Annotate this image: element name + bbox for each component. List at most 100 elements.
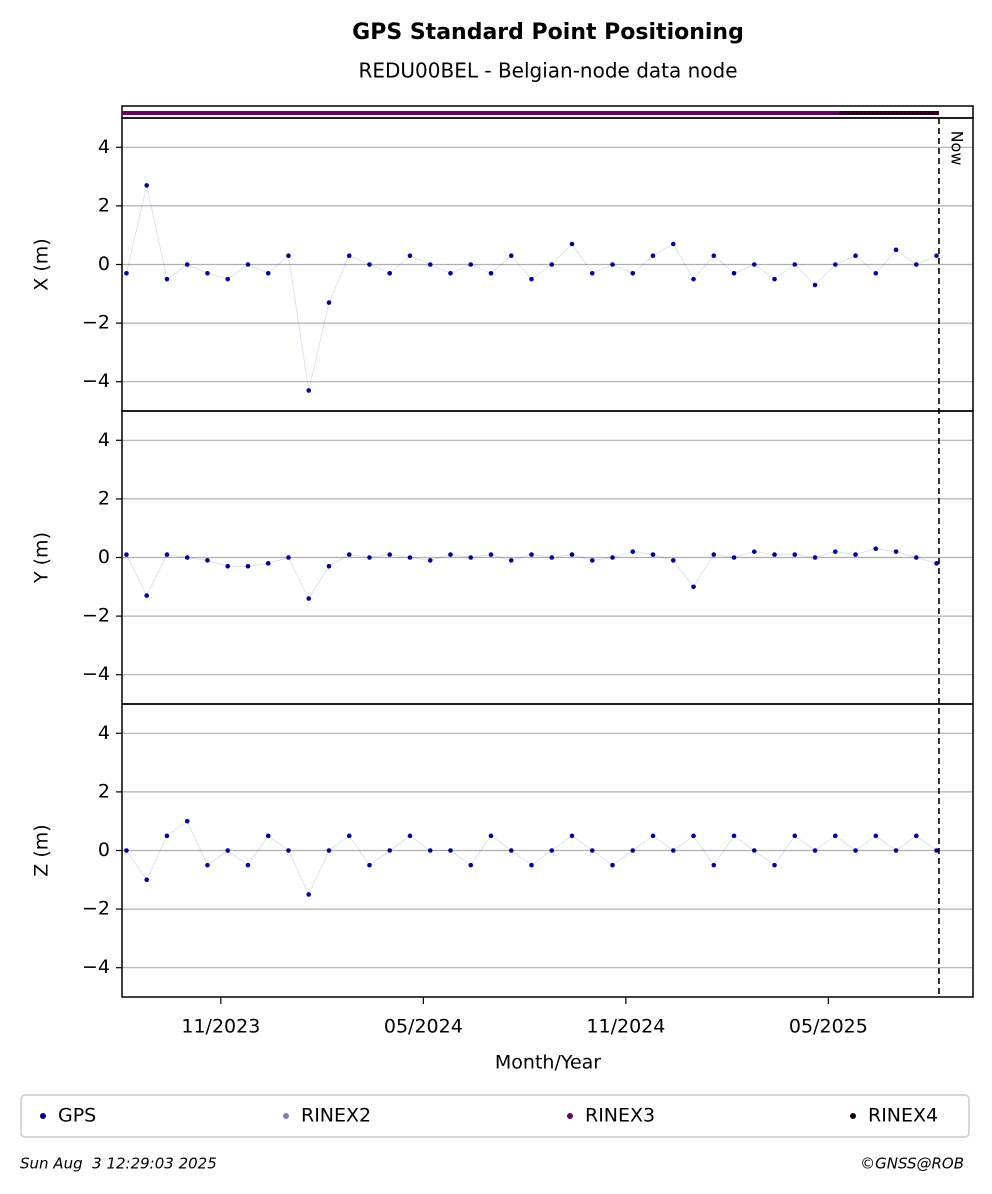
data-point: [306, 596, 312, 601]
data-point: [873, 833, 879, 839]
data-point: [853, 552, 858, 557]
data-point: [711, 862, 717, 868]
data-point: [265, 561, 271, 566]
data-point: [569, 833, 575, 839]
data-point: [468, 555, 474, 560]
y-tick-label: 4: [98, 136, 110, 158]
data-point: [934, 561, 939, 566]
data-point: [772, 862, 777, 868]
data-point: [650, 552, 656, 557]
data-point: [549, 262, 555, 267]
data-point: [245, 563, 251, 569]
data-point: [792, 552, 798, 557]
x-tick-label: 05/2024: [384, 1016, 463, 1038]
chart-title: GPS Standard Point Positioning: [352, 20, 744, 45]
data-point: [549, 848, 555, 853]
data-point: [326, 300, 332, 305]
data-point: [873, 270, 879, 276]
data-point: [751, 848, 757, 853]
data-point: [751, 262, 757, 267]
data-point: [610, 262, 615, 267]
x-tick-label: 05/2025: [789, 1016, 868, 1038]
data-point: [225, 276, 231, 282]
data-point: [893, 549, 899, 554]
data-point: [711, 253, 717, 259]
data-point: [306, 388, 312, 393]
data-point: [832, 549, 838, 554]
data-point: [265, 833, 271, 839]
data-point: [913, 555, 919, 560]
data-point: [751, 549, 757, 554]
data-point: [691, 276, 696, 282]
data-point: [630, 549, 636, 554]
data-point: [245, 862, 251, 868]
data-point: [286, 253, 291, 259]
data-point: [610, 555, 615, 560]
data-point: [691, 833, 696, 839]
data-point: [164, 276, 170, 282]
data-point: [346, 253, 352, 259]
data-point: [346, 833, 352, 839]
data-point: [589, 270, 595, 276]
data-point: [772, 552, 777, 557]
data-point: [245, 262, 251, 267]
data-point: [792, 262, 798, 267]
data-point: [427, 558, 433, 563]
y-tick-label: 2: [98, 194, 110, 216]
data-point: [731, 555, 737, 560]
data-point: [367, 862, 372, 868]
y-tick-label: −4: [82, 663, 110, 685]
data-point: [670, 558, 676, 563]
data-point: [286, 848, 291, 853]
data-point: [427, 262, 433, 267]
data-point: [873, 546, 879, 552]
legend-marker: [283, 1113, 289, 1119]
data-point: [610, 862, 615, 868]
data-point: [164, 552, 170, 557]
data-point: [691, 584, 696, 590]
data-point: [468, 262, 474, 267]
data-point: [630, 270, 636, 276]
data-point: [812, 848, 818, 853]
panel-frame: [121, 703, 974, 998]
data-point: [731, 833, 737, 839]
data-point: [529, 862, 534, 868]
data-point: [367, 555, 372, 560]
data-point: [124, 848, 129, 853]
y-tick-label: 2: [98, 487, 110, 509]
data-point: [124, 270, 129, 276]
data-point: [488, 833, 494, 839]
y-axis-label: X (m): [31, 238, 53, 290]
y-tick-label: −4: [82, 956, 110, 978]
data-point: [508, 848, 514, 853]
data-point: [772, 276, 777, 282]
x-tick-label: 11/2024: [586, 1016, 665, 1038]
data-point: [184, 262, 190, 267]
data-point: [650, 253, 656, 259]
data-point: [387, 848, 393, 853]
data-point: [893, 848, 899, 853]
data-point: [306, 892, 312, 897]
x-axis-label: Month/Year: [495, 1052, 601, 1074]
data-point: [184, 818, 190, 824]
data-point: [286, 555, 291, 560]
data-point: [326, 848, 332, 853]
data-point: [549, 555, 555, 560]
data-point: [144, 877, 150, 883]
copyright: ©GNSS@ROB: [860, 1155, 964, 1173]
legend-marker: [40, 1113, 46, 1119]
data-point: [934, 848, 939, 853]
data-point: [630, 848, 636, 853]
legend-label: RINEX4: [868, 1105, 938, 1127]
legend-label: GPS: [58, 1105, 96, 1127]
y-tick-label: 0: [98, 546, 110, 568]
data-point: [387, 552, 393, 557]
data-point: [893, 247, 899, 253]
data-point: [367, 262, 372, 267]
data-point: [508, 253, 514, 259]
data-point: [205, 558, 210, 563]
y-tick-label: 2: [98, 780, 110, 802]
data-point: [812, 555, 818, 560]
data-point: [853, 848, 858, 853]
